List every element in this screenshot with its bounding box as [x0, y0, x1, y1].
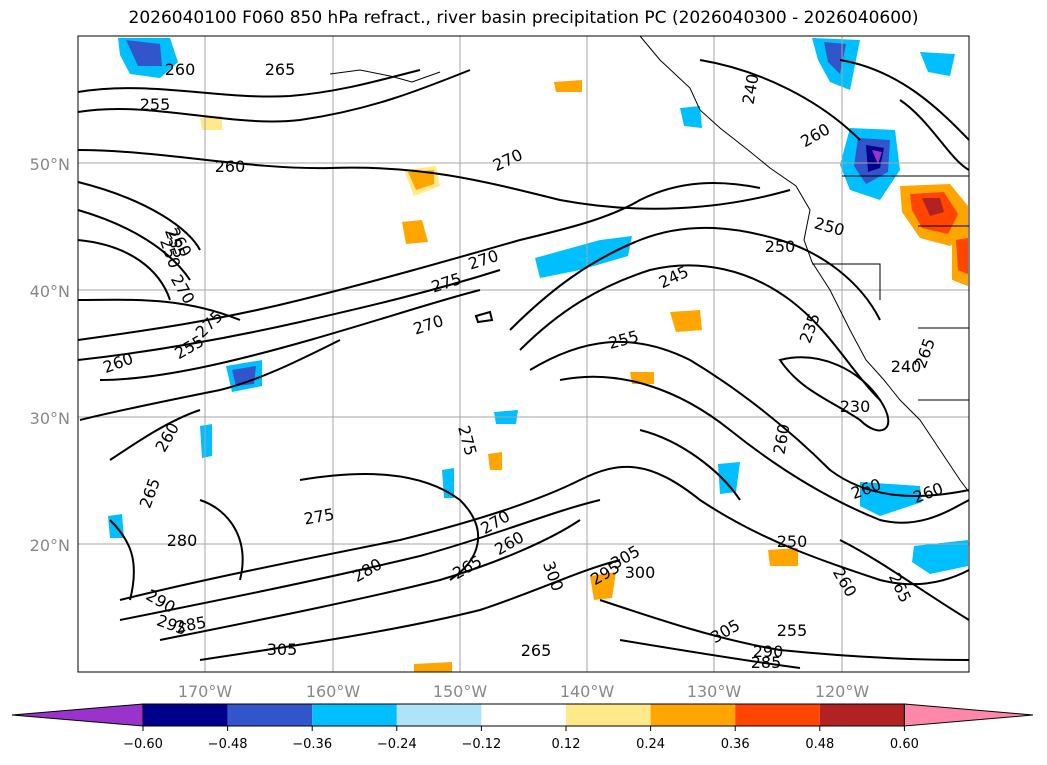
graticule	[78, 36, 969, 672]
precip-positive-patch	[488, 452, 502, 470]
lat-label: 50°N	[30, 155, 70, 174]
lat-label: 30°N	[30, 409, 70, 428]
colorbar-tick-label: 0.24	[636, 737, 665, 752]
precip-negative-patch	[126, 40, 162, 66]
contour-label: 265	[521, 641, 552, 660]
precip-negative-patch	[200, 424, 212, 458]
precip-negative-patch	[680, 106, 702, 128]
colorbar-segment	[312, 704, 397, 726]
contour-label: 285	[751, 653, 782, 672]
contour-label: 255	[777, 621, 808, 640]
lon-label: 140°W	[560, 682, 615, 701]
colorbar-segment	[481, 704, 566, 726]
precip-positive-patch	[768, 548, 798, 566]
contour-label: 255	[140, 95, 171, 114]
precip-positive-patch	[670, 310, 702, 332]
precip-positive-patch	[414, 662, 452, 672]
precip-positive-patch	[408, 170, 434, 190]
precip-positive-patch	[402, 220, 428, 244]
precip-negative-patch	[535, 236, 632, 278]
colorbar-tick-label: −0.48	[208, 737, 248, 752]
colorbar-extend-min	[11, 703, 144, 727]
colorbar-tick-label: −0.24	[377, 737, 417, 752]
contour-label: 305	[267, 640, 298, 659]
precip-positive-patch	[956, 238, 968, 274]
lon-label: 170°W	[178, 682, 233, 701]
lat-label: 40°N	[30, 282, 70, 301]
precip-positive-patch	[554, 80, 582, 92]
precip-negative-patch	[718, 462, 740, 494]
map-background	[78, 36, 969, 672]
lon-label: 160°W	[306, 682, 361, 701]
colorbar	[11, 703, 1034, 727]
contour-label: 290	[753, 642, 784, 661]
lat-label: 20°N	[30, 536, 70, 555]
contour-label: 280	[167, 531, 198, 550]
longitude-labels: 170°W 160°W 150°W 140°W 130°W 120°W	[178, 682, 870, 701]
colorbar-tick-label: 0.36	[721, 737, 750, 752]
contour-label: 300	[625, 563, 656, 582]
colorbar-segment	[650, 704, 736, 726]
colorbar-segment	[566, 704, 651, 726]
colorbar-tick-label: 0.48	[805, 737, 834, 752]
colorbar-tick-label: −0.12	[461, 737, 501, 752]
contour-label: 250	[777, 532, 808, 551]
latitude-labels: 50°N 40°N 30°N 20°N	[30, 155, 70, 555]
precip-positive-patch	[922, 198, 944, 216]
colorbar-segment	[143, 704, 228, 726]
precip-negative-patch	[920, 52, 955, 76]
contour-label: 240	[891, 357, 922, 376]
contour-label: 265	[265, 60, 296, 79]
lon-label: 130°W	[687, 682, 742, 701]
colorbar-tick-label: −0.36	[292, 737, 332, 752]
precip-negative-patch	[824, 42, 846, 74]
colorbar-extend-max	[903, 703, 1034, 727]
map-frame	[77, 35, 970, 673]
precip-negative-patch	[442, 468, 454, 498]
precip-positive-patch	[590, 572, 616, 600]
colorbar-tick-label: 0.12	[552, 737, 581, 752]
refractivity-contours	[77, 59, 970, 669]
map-panel: 2602552602652702752702602552502602702752…	[77, 35, 970, 673]
precip-negative-patch	[912, 540, 968, 574]
lon-label: 120°W	[815, 682, 870, 701]
map-title: 2026040100 F060 850 hPa refract., river …	[128, 8, 919, 28]
colorbar-segment	[819, 704, 905, 726]
contour-label: 230	[840, 397, 871, 416]
precip-negative-patch	[872, 150, 882, 164]
colorbar-segment	[227, 704, 313, 726]
precip-shading	[108, 38, 968, 672]
contour-label: 260	[165, 60, 196, 79]
colorbar-tick-label: 0.60	[890, 737, 919, 752]
colorbar-tick-label: −0.60	[123, 737, 163, 752]
colorbar-outline	[142, 703, 905, 727]
contour-label: 250	[765, 237, 796, 256]
lon-label: 150°W	[433, 682, 488, 701]
colorbar-ticks: −0.60 −0.48 −0.36 −0.24 −0.12 0.12 0.24 0.36 0.4…	[123, 726, 919, 752]
contour-label: 260	[215, 157, 246, 176]
colorbar-segment	[735, 704, 820, 726]
colorbar-segment	[396, 704, 482, 726]
